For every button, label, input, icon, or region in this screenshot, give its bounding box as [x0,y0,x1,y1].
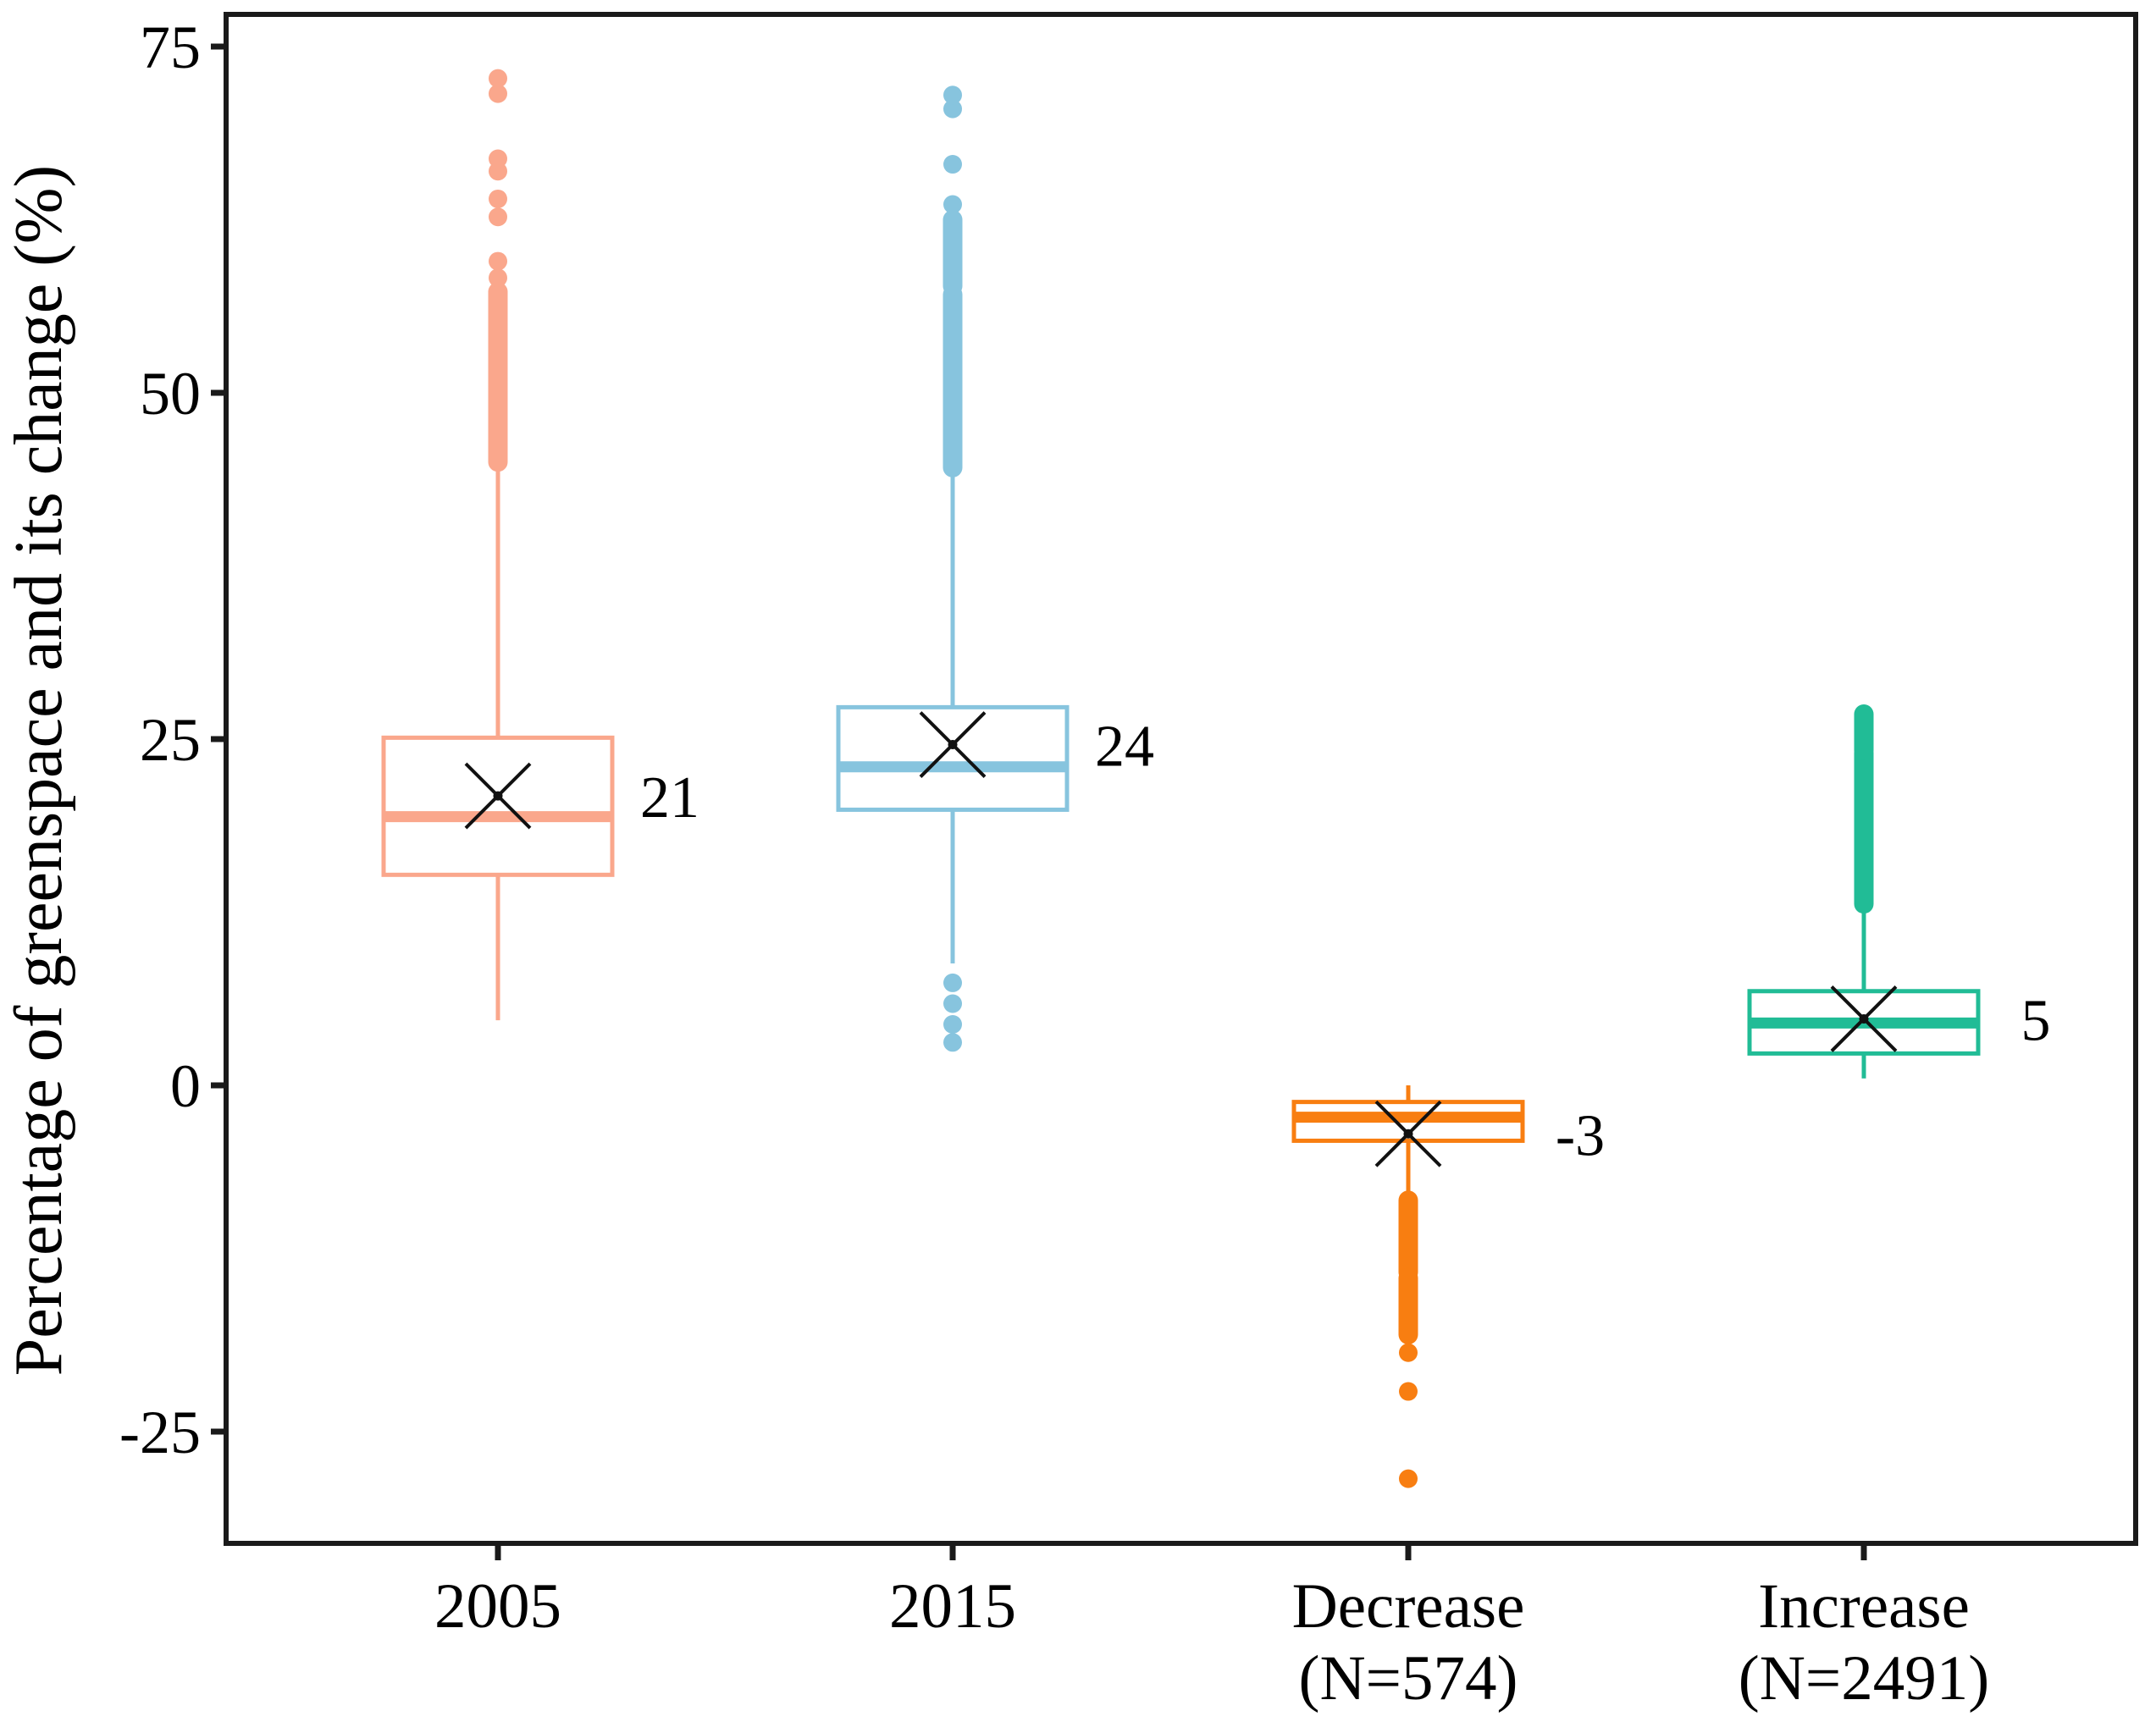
outlier-run-decrease-1 [1398,1267,1418,1344]
category-label-2005: 2005 [434,1571,561,1642]
mean-marker-2005 [464,762,532,830]
outlier-dot-decrease-1 [1399,1382,1418,1401]
x-axis: 2005 2015 Decrease (N=574) Increase (N=2491) [434,1543,1989,1714]
outlier-dot-decrease-2 [1399,1469,1418,1488]
outlier-dot-2015-6 [943,1015,962,1035]
box-2005 [381,735,615,877]
y-tick-label-75: 75 [140,14,201,81]
mean-marker-decrease [1374,1100,1442,1167]
outlier-dot-2015-0 [943,195,962,214]
outlier-run-2015-1 [943,210,963,296]
mean-x-center-dot [493,791,503,801]
outlier-dot-decrease-0 [1399,1343,1418,1362]
mean-annotation-2005: 21 [640,765,699,831]
outlier-run-increase-1 [1854,704,1874,760]
outlier-dot-2015-7 [943,1033,962,1052]
y-tick-label--25: -25 [119,1399,201,1466]
y-tick-label-0: 0 [170,1052,201,1120]
y-axis: 75 50 25 0 -25 [119,14,226,1466]
outlier-dot-2005-6 [489,84,507,103]
plot-area: 21 24 -3 5 [381,69,2051,1488]
box-group-2015: 24 [836,86,1154,1052]
outlier-dot-2015-5 [943,994,962,1013]
mean-x-center-dot [1859,1013,1869,1024]
y-tick-label-25: 25 [140,706,201,774]
mean-x-center-dot [948,740,958,750]
box-group-decrease: -3 [1291,1085,1605,1488]
plot-panel-border [224,12,2138,1546]
category-label-decrease: Decrease (N=574) [1292,1571,1525,1714]
box-group-increase: 5 [1747,704,2051,1079]
mean-annotation-increase: 5 [2021,988,2051,1053]
outlier-dot-2005-3 [489,189,507,208]
mean-annotation-2015: 24 [1095,715,1154,780]
category-label-2015: 2015 [889,1571,1016,1642]
outlier-run-2015-0 [943,284,963,477]
mean-marker-2015 [919,711,987,778]
outlier-dot-2005-7 [489,69,507,88]
mean-annotation-decrease: -3 [1556,1103,1605,1168]
box-group-2005: 21 [381,69,699,1021]
outlier-dot-2005-0 [489,268,507,288]
outlier-dot-2015-4 [943,973,962,992]
outlier-run-2005-0 [488,282,508,472]
mean-marker-increase [1830,985,1898,1052]
category-label-increase: Increase (N=2491) [1739,1571,1989,1714]
outlier-run-increase-0 [1854,742,1874,914]
box-2015 [836,704,1070,812]
outlier-dot-2005-5 [489,149,507,168]
outlier-run-decrease-0 [1398,1190,1418,1283]
outlier-dot-2015-3 [943,86,962,105]
outlier-dot-2005-1 [489,251,507,271]
y-axis-title: Percentage of greenspace and its change … [2,165,76,1376]
outlier-dot-2015-2 [943,99,962,119]
y-tick-label-50: 50 [140,360,201,428]
outlier-dot-2005-2 [489,207,507,227]
outlier-dot-2015-1 [943,155,962,174]
mean-x-center-dot [1403,1129,1413,1139]
